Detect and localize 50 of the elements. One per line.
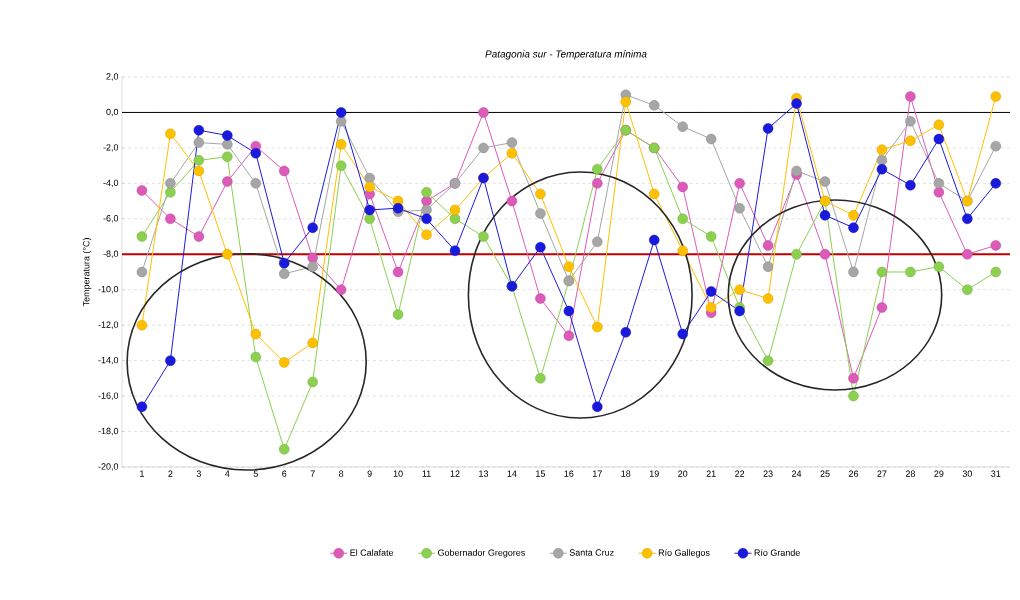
x-tick-label: 12 (450, 470, 460, 477)
x-tick-label: 7 (310, 470, 315, 477)
y-tick-label: -20,0 (98, 463, 119, 471)
legend-label: Santa Cruz (569, 549, 614, 556)
x-tick-label: 31 (991, 470, 1001, 477)
y-tick-label: -10,0 (98, 286, 119, 294)
x-tick-label: 28 (905, 470, 915, 477)
y-tick-label: -6,0 (103, 215, 119, 223)
x-tick-label: 19 (649, 470, 659, 477)
x-tick-label: 8 (339, 470, 344, 477)
x-tick-label: 18 (621, 470, 631, 477)
y-tick-label: -16,0 (98, 392, 119, 400)
chart-title: Patagonia sur - Temperatura mínima (485, 50, 647, 60)
y-tick-label: 2,0 (106, 73, 119, 81)
x-tick-label: 20 (678, 470, 688, 477)
x-tick-label: 14 (507, 470, 517, 477)
x-tick-label: 29 (934, 470, 944, 477)
x-tick-label: 10 (393, 470, 403, 477)
x-tick-label: 22 (735, 470, 745, 477)
x-tick-label: 2 (168, 470, 173, 477)
y-tick-label: -8,0 (103, 250, 119, 258)
y-tick-label: 0,0 (106, 108, 119, 117)
x-tick-label: 21 (706, 470, 716, 477)
y-tick-label: -4,0 (103, 179, 119, 188)
legend-label: Río Gallegos (658, 549, 710, 558)
y-tick-label: -18,0 (98, 427, 119, 436)
y-tick-label: -2,0 (103, 144, 119, 152)
x-tick-label: 27 (877, 470, 887, 477)
x-tick-label: 9 (367, 470, 372, 477)
x-tick-label: 13 (479, 470, 489, 477)
x-tick-label: 17 (593, 470, 602, 477)
legend-label: El Calafate (350, 549, 394, 556)
x-tick-label: 24 (792, 470, 802, 477)
x-tick-label: 16 (564, 470, 574, 477)
y-tick-label: -12,0 (98, 321, 119, 329)
y-tick-label: -14,0 (98, 356, 119, 365)
x-tick-label: 4 (225, 470, 230, 477)
x-tick-label: 1 (140, 470, 144, 477)
x-tick-label: 26 (848, 470, 859, 477)
x-tick-label: 5 (253, 470, 258, 477)
x-tick-label: 30 (962, 470, 972, 477)
y-axis-title: Temperatura (°C) (82, 238, 92, 307)
x-tick-label: 3 (196, 470, 201, 477)
x-tick-label: 11 (422, 470, 431, 477)
x-tick-label: 15 (536, 470, 545, 477)
x-tick-label: 23 (763, 470, 773, 477)
legend-label: Río Grande (754, 549, 800, 556)
x-tick-label: 25 (820, 470, 830, 477)
x-tick-label: 6 (282, 470, 287, 477)
legend-label: Gobernador Gregores (438, 549, 525, 558)
